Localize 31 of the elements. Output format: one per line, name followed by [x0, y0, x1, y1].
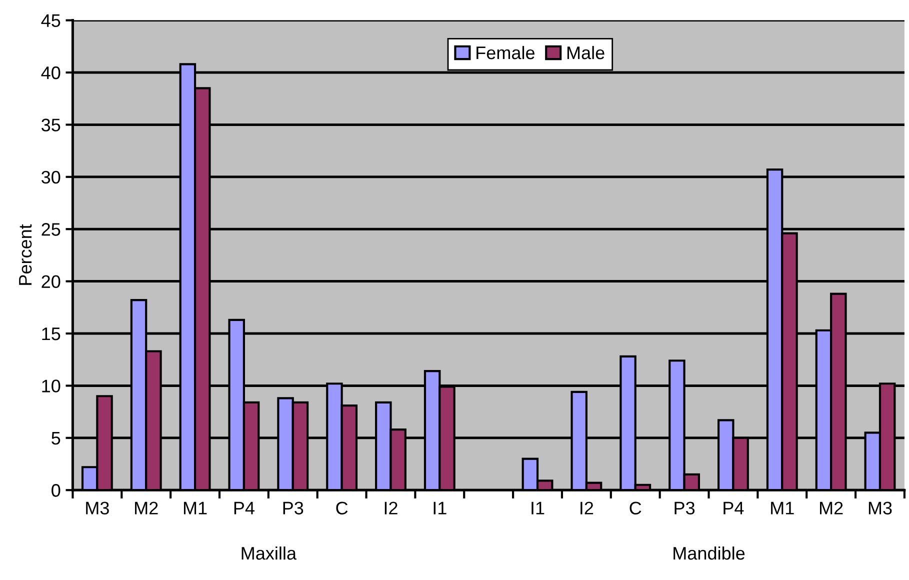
- y-tick-label: 40: [41, 66, 60, 80]
- x-tick-label: M3: [86, 502, 109, 514]
- x-tick-label: I2: [384, 502, 398, 514]
- y-tick-label: 5: [52, 432, 60, 445]
- y-tick-label: 25: [42, 223, 60, 236]
- x-tick-label: I1: [434, 502, 446, 514]
- x-tick-label: M2: [820, 502, 843, 514]
- x-tick-label: P4: [724, 502, 744, 514]
- x-tick-label: M2: [135, 502, 158, 514]
- y-tick-label: 0: [52, 484, 60, 497]
- y-tick-label: 30: [42, 170, 60, 184]
- x-tick-label: P4: [234, 502, 254, 514]
- x-tick-label: M3: [868, 502, 892, 514]
- x-tick-label: P3: [283, 502, 304, 514]
- text: Mandible: [674, 546, 745, 560]
- y-tick-label: 35: [42, 118, 60, 132]
- x-tick-label: C: [630, 502, 642, 514]
- x-tick-label: M1: [771, 502, 794, 514]
- y-axis-title: Percent: [19, 224, 32, 285]
- legend-label: Male: [567, 46, 604, 60]
- text: Maxilla: [242, 546, 297, 560]
- legend-label: Female: [476, 46, 534, 60]
- x-tick-label: M1: [184, 502, 207, 514]
- x-tick-label: I1: [532, 502, 544, 514]
- y-tick-label: 45: [41, 14, 60, 28]
- x-tick-label: C: [336, 502, 348, 514]
- x-tick-label: I2: [580, 502, 594, 514]
- x-tick-label: P3: [674, 502, 695, 514]
- y-tick-label: 10: [42, 380, 60, 392]
- y-tick-label: 20: [42, 275, 60, 288]
- y-tick-label: 15: [42, 328, 60, 340]
